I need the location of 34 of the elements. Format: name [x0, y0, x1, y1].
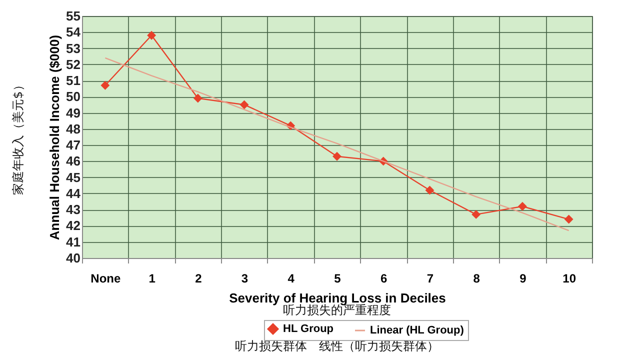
y-axis-title: Annual Household Income ($000) — [47, 34, 62, 240]
x-tick-label: 7 — [426, 272, 434, 286]
x-tick-label: 3 — [241, 272, 248, 286]
text: 家庭年收入（美元$） — [11, 79, 25, 195]
y-tick-label: 52 — [66, 56, 80, 72]
y-tick-label: 40 — [66, 250, 80, 266]
y-tick-label: 41 — [66, 234, 80, 250]
x-tick-label: 9 — [520, 272, 527, 286]
x-tick-label: 5 — [334, 272, 342, 286]
x-tick-label: 6 — [380, 272, 388, 286]
x-tick-label: 2 — [195, 272, 202, 286]
y-tick-label: 42 — [66, 218, 80, 234]
y-tick-label: 54 — [66, 24, 82, 40]
x-tick-label: 8 — [473, 272, 480, 286]
x-tick-label: 1 — [148, 272, 156, 286]
y-tick-label: 50 — [66, 89, 80, 104]
y-tick-label: 45 — [66, 170, 80, 185]
x-tick-label: 10 — [562, 272, 576, 286]
legend-label: HL Group — [283, 323, 334, 335]
y-tick-label: 43 — [66, 202, 80, 218]
y-tick-label: 47 — [66, 138, 80, 153]
y-tick-label: 44 — [66, 186, 82, 201]
text: 听力损失群体 线性（听力损失群体） — [235, 339, 439, 353]
y-tick-label: 51 — [66, 73, 80, 88]
legend-label: Linear (HL Group) — [370, 324, 464, 336]
y-tick-label: 49 — [66, 105, 80, 120]
y-tick-label: 55 — [66, 8, 80, 24]
line-series — [104, 57, 570, 232]
y-tick-label: 53 — [66, 40, 80, 56]
y-tick-label: 48 — [66, 121, 80, 136]
y-tick-label: 46 — [66, 154, 80, 169]
x-tick-label: None — [90, 272, 122, 286]
x-axis-title: Severity of Hearing Loss in Deciles — [229, 290, 446, 306]
x-tick-label: 4 — [288, 272, 295, 286]
